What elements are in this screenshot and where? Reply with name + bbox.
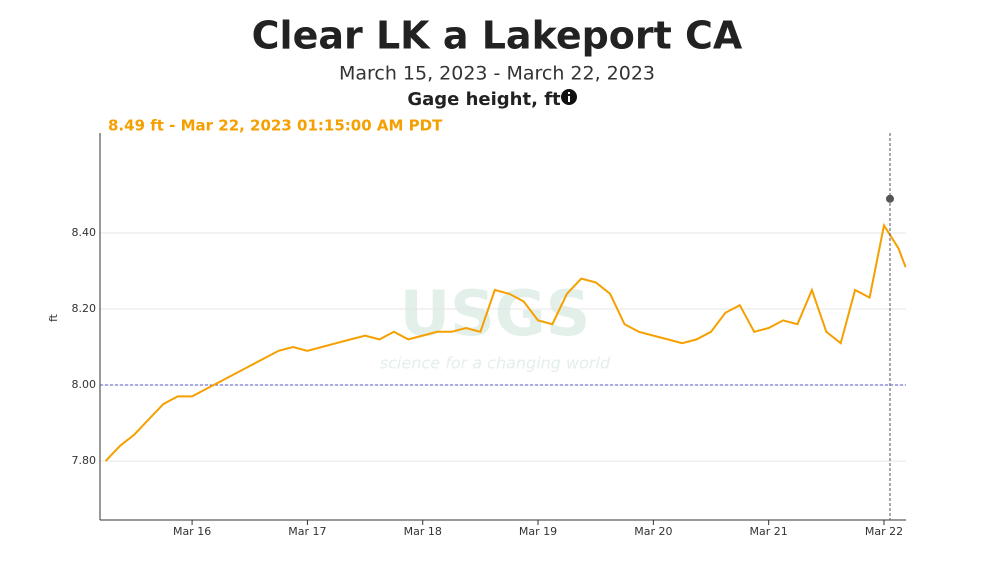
- x-tick-label: Mar 21: [750, 525, 788, 538]
- chart-subtitle: March 15, 2023 - March 22, 2023: [339, 63, 655, 85]
- highlight-label: 8.49 ft - Mar 22, 2023 01:15:00 AM PDT: [108, 117, 443, 135]
- info-icon[interactable]: [561, 89, 577, 105]
- watermark: science for a changing world: [380, 354, 611, 373]
- y-tick-label: 8.00: [72, 378, 97, 391]
- highlight-point: [885, 194, 894, 203]
- x-tick-label: Mar 16: [173, 525, 211, 538]
- y-axis-label: ft: [47, 313, 60, 322]
- y-tick-label: 8.40: [72, 226, 97, 239]
- series-title: Gage height, ft: [407, 89, 561, 110]
- y-tick-label: 8.20: [72, 302, 97, 315]
- x-tick-label: Mar 18: [404, 525, 442, 538]
- x-tick-label: Mar 22: [865, 525, 903, 538]
- y-tick-label: 7.80: [72, 454, 97, 467]
- x-tick-label: Mar 17: [288, 525, 326, 538]
- x-tick-label: Mar 20: [634, 525, 672, 538]
- x-tick-label: Mar 19: [519, 525, 557, 538]
- chart-title: Clear LK a Lakeport CA: [252, 14, 743, 58]
- watermark: USGS: [400, 277, 591, 350]
- series-line: [104, 222, 907, 462]
